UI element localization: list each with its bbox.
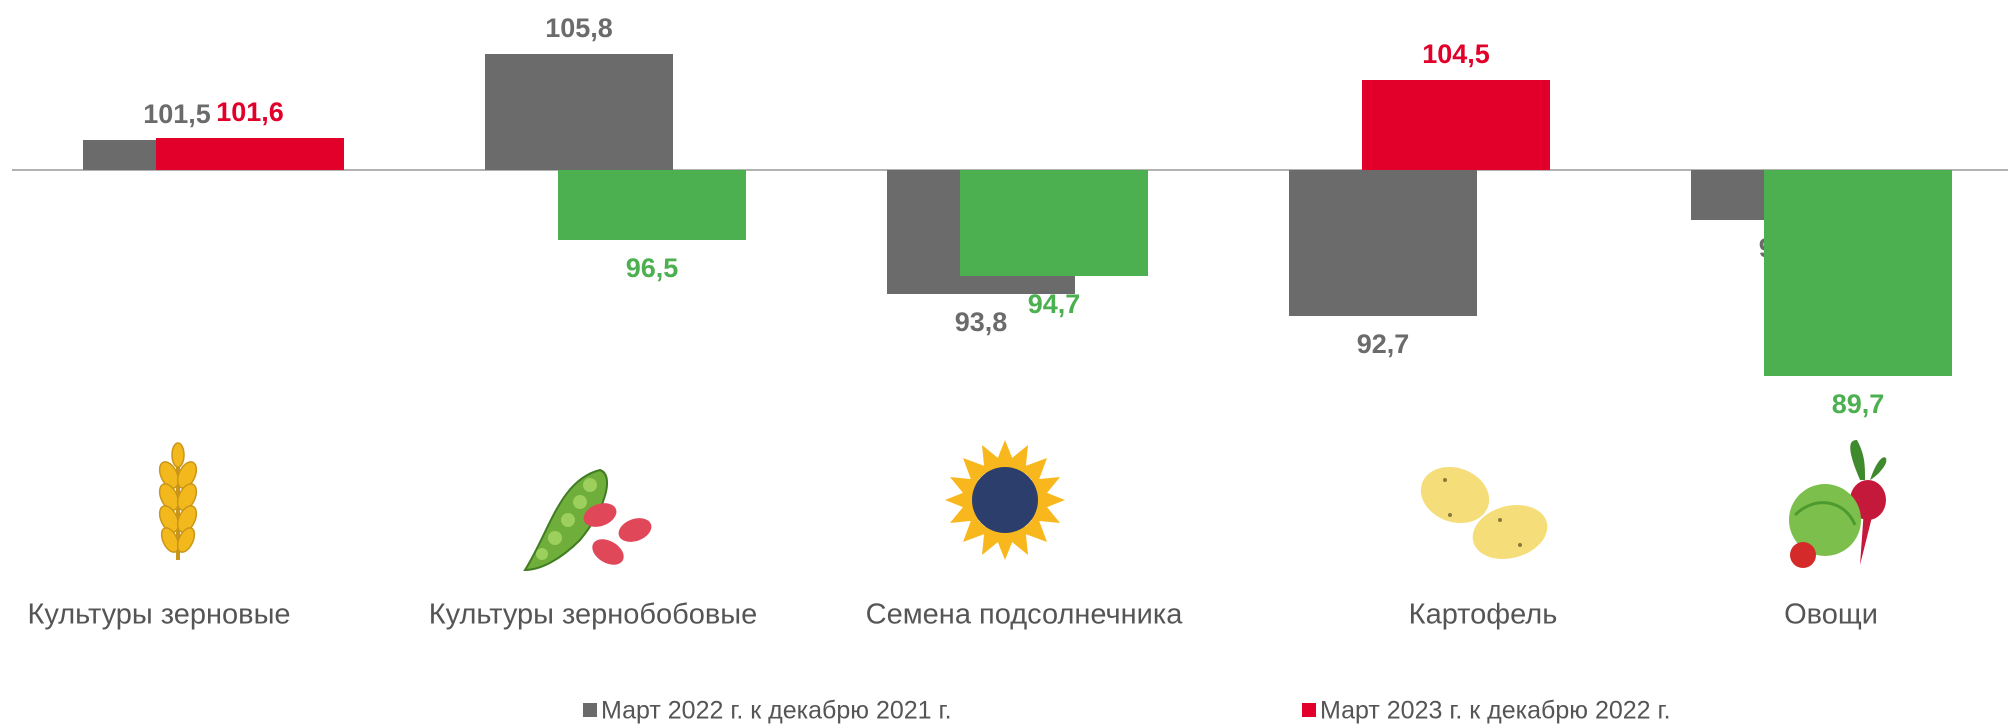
legend-label: Март 2023 г. к декабрю 2022 г. — [1320, 697, 1671, 725]
legend-swatch — [583, 703, 597, 717]
bar — [960, 170, 1148, 276]
category-label: Семена подсолнечника — [866, 599, 1184, 631]
bar — [1362, 80, 1550, 170]
category-label: Овощи — [1784, 599, 1878, 631]
value-label: 93,8 — [955, 307, 1008, 337]
category-label: Картофель — [1409, 599, 1558, 631]
sunflower-icon — [945, 440, 1065, 560]
peas-icon — [525, 470, 655, 570]
wheat-icon — [156, 443, 200, 560]
value-label: 101,6 — [216, 97, 284, 127]
legend-swatch — [1302, 703, 1316, 717]
category-label: Культуры зерновые — [27, 599, 290, 631]
value-label: 104,5 — [1422, 39, 1490, 69]
value-label: 105,8 — [545, 13, 613, 43]
page: 101,5105,893,892,797,5101,696,594,7104,5… — [0, 0, 2008, 725]
value-label: 92,7 — [1357, 329, 1410, 359]
chart: 101,5105,893,892,797,5101,696,594,7104,5… — [0, 0, 2008, 725]
value-label: 96,5 — [626, 253, 679, 283]
bar — [1764, 170, 1952, 376]
potato-icon — [1413, 458, 1554, 567]
value-label: 89,7 — [1832, 389, 1885, 419]
bar — [485, 54, 673, 170]
category-label: Культуры зернобобовые — [429, 599, 758, 631]
legend-label: Март 2022 г. к декабрю 2021 г. — [601, 697, 952, 725]
bar — [1289, 170, 1477, 316]
vegetables-icon — [1789, 440, 1886, 568]
bar — [558, 170, 746, 240]
bar — [156, 138, 344, 170]
value-label: 94,7 — [1028, 289, 1081, 319]
value-label: 101,5 — [143, 99, 211, 129]
